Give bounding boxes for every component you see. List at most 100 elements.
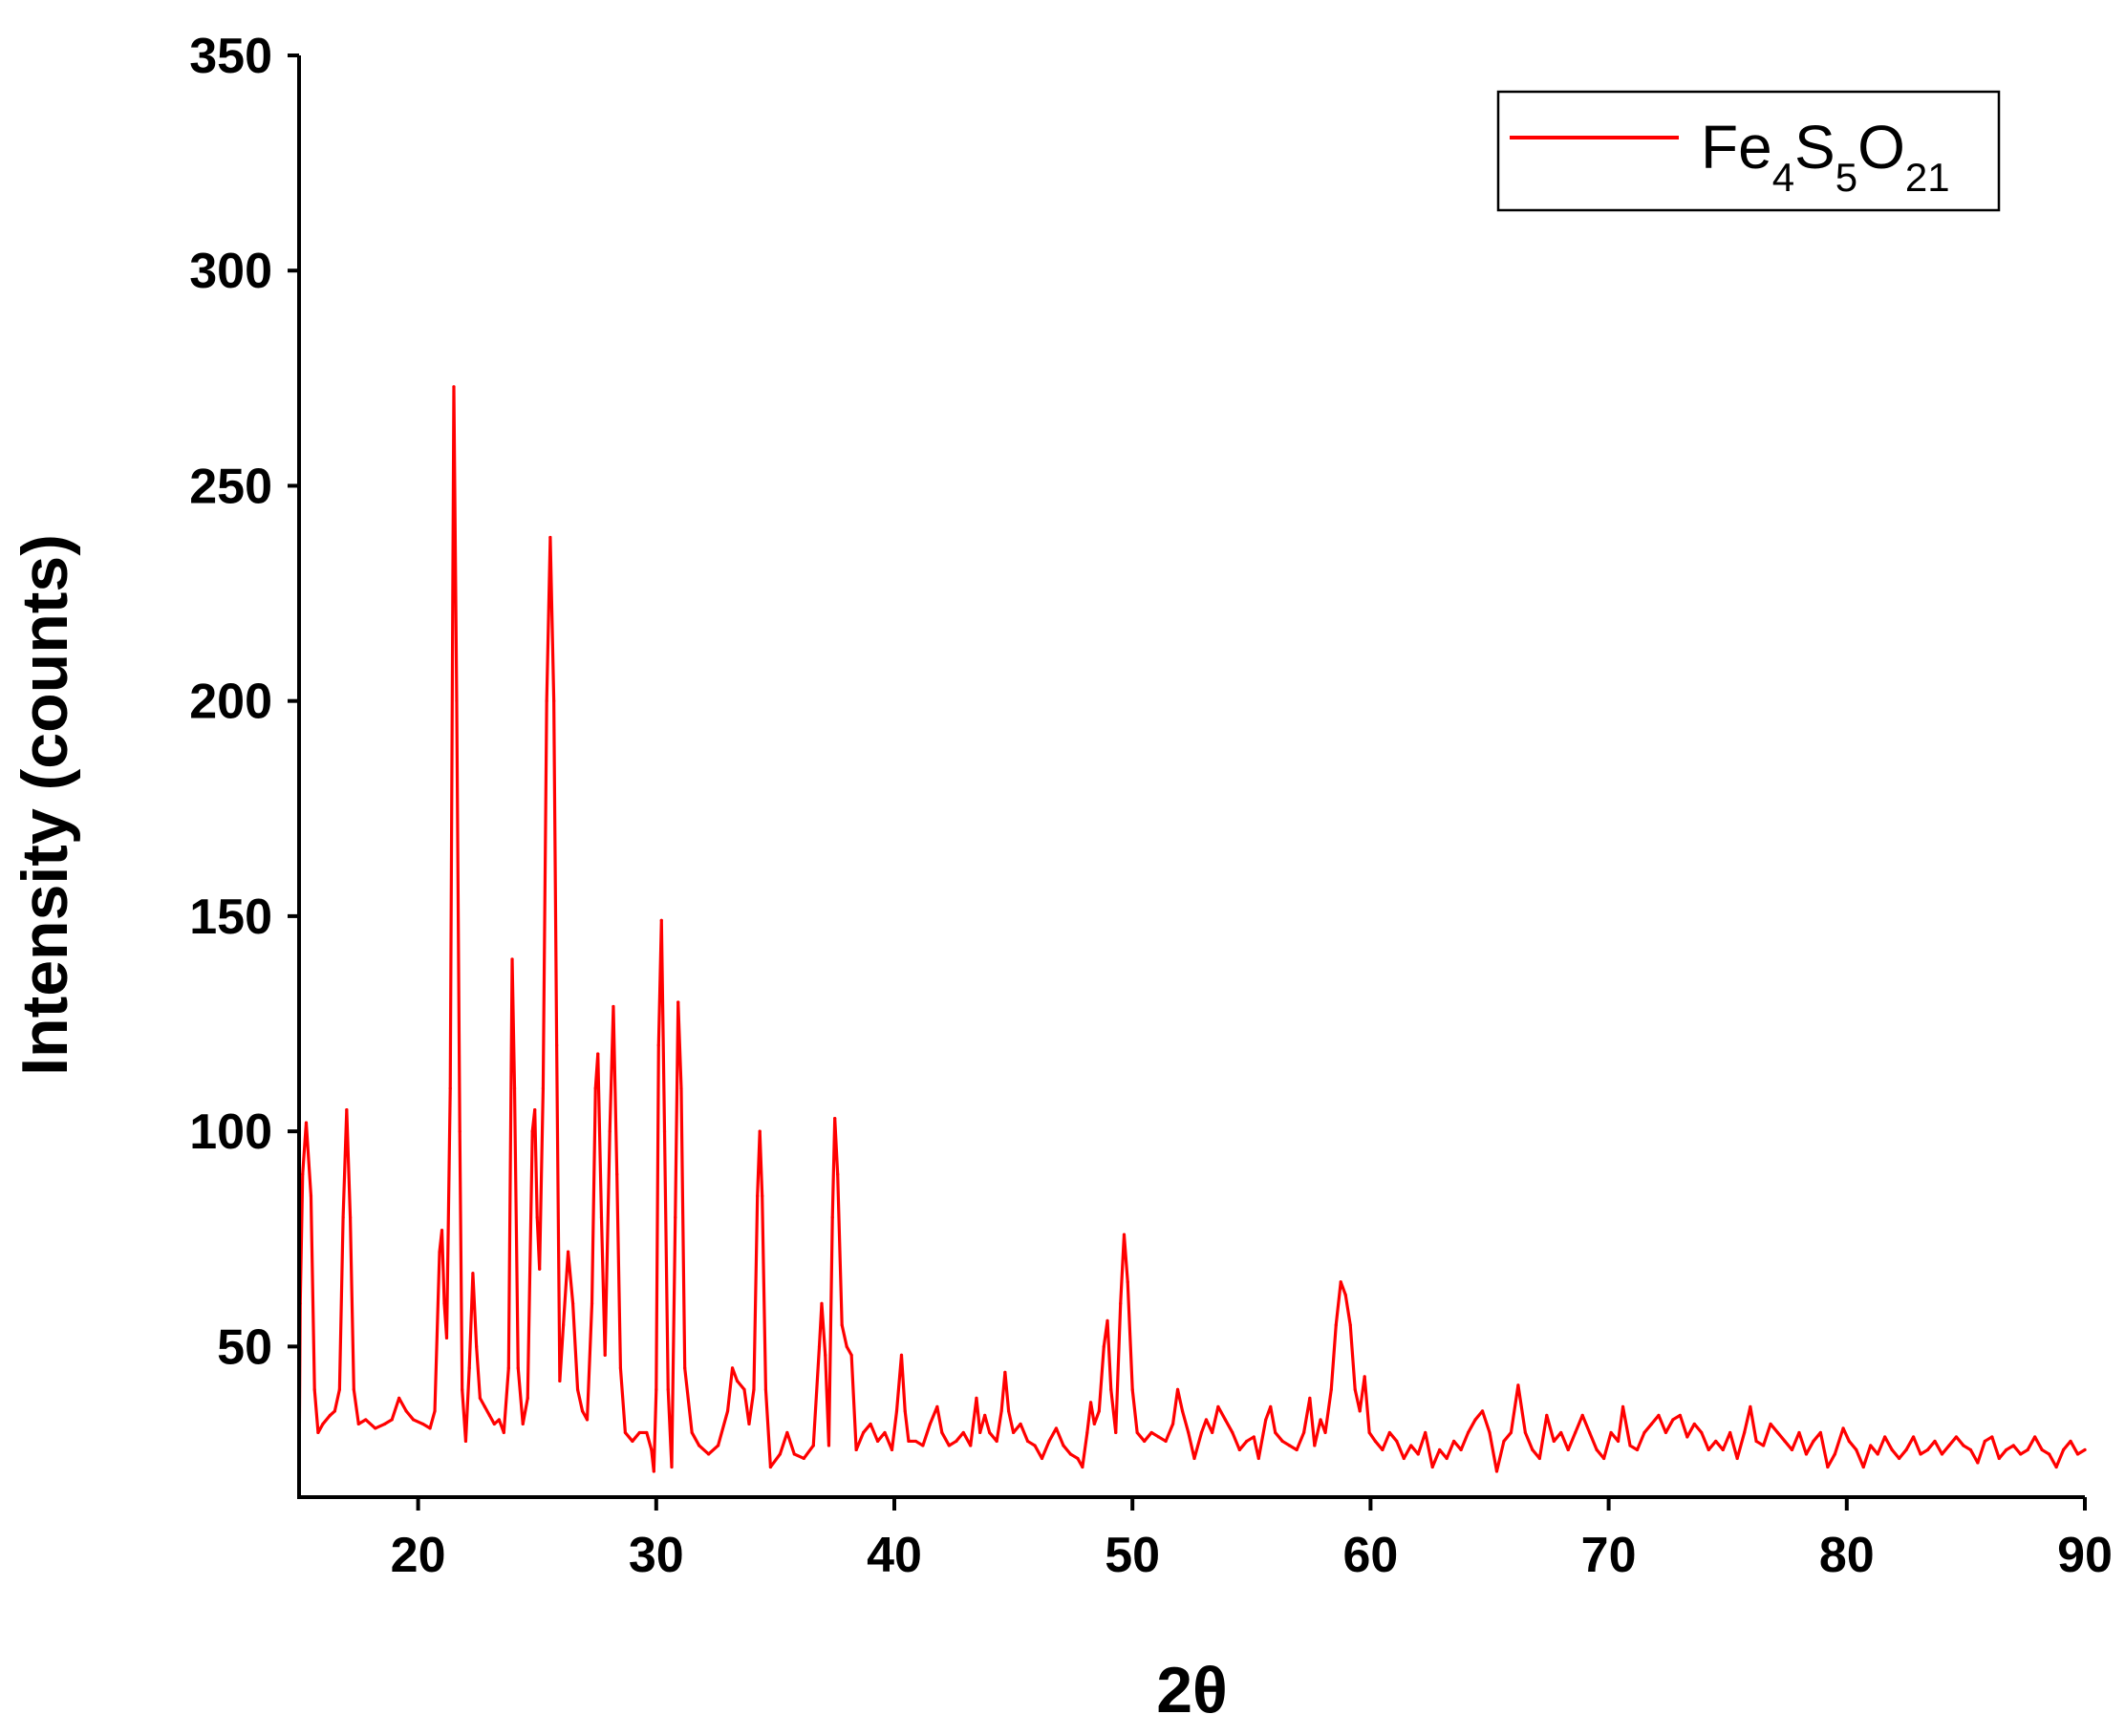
data-point (1861, 1465, 1865, 1469)
data-point (730, 1366, 735, 1370)
data-point (590, 1301, 594, 1305)
data-point (1804, 1452, 1809, 1456)
data-point (1363, 1375, 1366, 1379)
data-point (535, 1215, 539, 1219)
data-point (1237, 1447, 1241, 1452)
data-point (356, 1422, 360, 1426)
data-point (817, 1344, 822, 1348)
data-point (716, 1444, 720, 1447)
x-axis-title: 2θ (1156, 1654, 1228, 1726)
data-point (1012, 1430, 1016, 1435)
data-point (1135, 1430, 1139, 1435)
data-point (1602, 1456, 1606, 1461)
data-point (1473, 1418, 1477, 1422)
data-point (1308, 1396, 1312, 1400)
data-point (811, 1444, 815, 1447)
data-point (1890, 1447, 1894, 1452)
data-point (983, 1413, 987, 1418)
data-point (1223, 1418, 1227, 1422)
data-point (1841, 1426, 1845, 1430)
data-point (2026, 1447, 2029, 1452)
data-point (1509, 1430, 1513, 1435)
y-tick-label: 250 (189, 459, 272, 514)
data-point (1068, 1452, 1073, 1456)
data-point (541, 1086, 546, 1090)
data-point (348, 1215, 353, 1219)
data-point (631, 1439, 634, 1444)
data-point (1424, 1430, 1427, 1435)
legend-subscript: 21 (1905, 155, 1950, 200)
data-point (1735, 1456, 1739, 1461)
data-point (1783, 1439, 1787, 1444)
data-point (1869, 1444, 1873, 1447)
data-point (567, 1250, 570, 1254)
data-point (1833, 1452, 1836, 1456)
data-point (333, 1409, 336, 1413)
data-point (1883, 1435, 1887, 1439)
data-point (1962, 1444, 1965, 1447)
data-point (824, 1353, 827, 1357)
data-point (328, 1413, 332, 1418)
data-point (502, 1430, 505, 1435)
data-point (849, 1353, 853, 1357)
data-point (1025, 1439, 1030, 1444)
data-point (978, 1430, 982, 1435)
data-point (1102, 1344, 1105, 1348)
data-point (1274, 1430, 1277, 1435)
data-point (735, 1379, 740, 1382)
data-point (440, 1229, 444, 1232)
data-point (1459, 1447, 1463, 1452)
data-point (312, 1387, 316, 1391)
data-point (698, 1444, 701, 1447)
data-point (428, 1426, 432, 1430)
data-point (1754, 1439, 1758, 1444)
data-point (785, 1430, 789, 1435)
data-point (1818, 1430, 1822, 1435)
data-point (1761, 1444, 1766, 1447)
data-point (913, 1439, 918, 1444)
data-point (1019, 1422, 1022, 1426)
data-point (309, 1194, 313, 1198)
data-point (467, 1366, 471, 1370)
data-point (845, 1344, 848, 1348)
data-point (2011, 1444, 2015, 1447)
data-point (533, 1108, 537, 1112)
data-point (869, 1422, 872, 1426)
data-point (1692, 1422, 1696, 1426)
data-point (516, 1366, 520, 1370)
data-point (1488, 1430, 1492, 1435)
data-point (1516, 1383, 1520, 1387)
data-point (444, 1336, 449, 1340)
data-point (1438, 1447, 1442, 1452)
data-point (623, 1430, 628, 1435)
data-point (618, 1366, 623, 1370)
data-point (1007, 1409, 1011, 1413)
data-point (761, 1194, 764, 1198)
data-point (1409, 1444, 1413, 1447)
data-point (1175, 1387, 1180, 1391)
data-point (2005, 1447, 2008, 1452)
data-point (995, 1439, 998, 1444)
data-point (903, 1409, 907, 1413)
data-point (802, 1456, 805, 1461)
data-point (1358, 1409, 1362, 1413)
data-point (676, 1000, 680, 1004)
data-point (1092, 1422, 1096, 1426)
data-point (497, 1418, 501, 1422)
data-point (1919, 1452, 1922, 1456)
data-point (1395, 1439, 1399, 1444)
data-point (1367, 1430, 1371, 1435)
data-point (975, 1396, 978, 1400)
data-point (875, 1439, 880, 1444)
data-point (679, 1086, 683, 1090)
data-point (580, 1409, 585, 1413)
data-point (420, 1422, 425, 1426)
data-point (1381, 1447, 1384, 1452)
data-point (1252, 1435, 1256, 1439)
data-point (1911, 1435, 1916, 1439)
data-point (596, 1052, 600, 1056)
data-point (1616, 1439, 1621, 1444)
data-point (1523, 1430, 1527, 1435)
data-point (747, 1422, 751, 1426)
